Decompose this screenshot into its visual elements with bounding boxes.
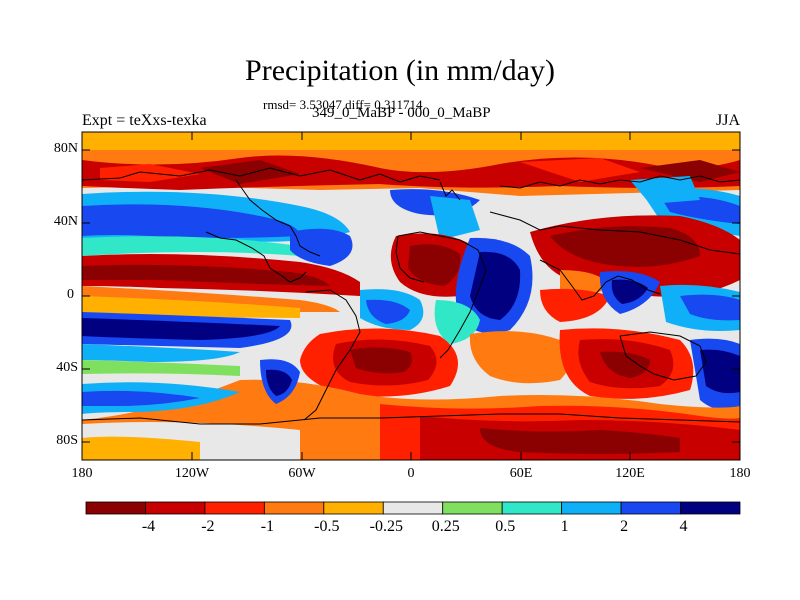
lon-label-180w: 180 [71,466,93,481]
lon-label-120e: 120E [615,466,645,481]
chart-title: Precipitation (in mm/day) [245,54,555,87]
lon-label-120w: 120W [174,466,210,481]
colorbar-swatch [620,501,681,515]
subtitle-text: 349_0_MaBP - 000_0_MaBP [312,105,491,121]
lon-ticks [191,132,631,460]
lat-label-eq: 0 [67,287,74,302]
experiment-label: Expt = teXxs-texka [82,112,207,129]
colorbar-tick-label: -0.5 [314,518,340,535]
stats-text: rmsd= 3.53047 diff= 0.311714 [263,97,423,112]
colorbar-tick-label: -4 [141,518,156,535]
colorbar-swatch [263,501,325,515]
colorbar-tick-label: 2 [620,518,629,535]
colorbar-tick-label: -0.25 [369,518,403,535]
season-label: JJA [716,112,741,129]
colorbar-swatch [85,501,146,515]
colorbar-swatch [204,501,265,515]
colorbar-tick-label: 4 [679,518,688,535]
colorbar-tick-label: -1 [260,518,275,535]
lon-label-60e: 60E [509,466,533,481]
colorbar-swatch [382,501,444,515]
colorbar-swatch [680,501,741,515]
lon-label-180e: 180 [729,466,751,481]
colorbar-swatch [323,501,384,515]
colorbar-tick-label: -2 [201,518,215,535]
colorbar-swatch [501,501,563,515]
colorbar-swatch [442,501,503,515]
lat-ticks [82,149,740,443]
colorbar-tick-label: 1 [560,518,569,535]
lon-label-60w: 60W [288,466,316,481]
lon-label-0: 0 [407,466,415,481]
colorbar-tick-label: 0.25 [431,518,460,535]
colorbar-tick-label: 0.5 [495,518,516,535]
coastlines [82,167,740,425]
colorbar-swatch [145,501,206,515]
lat-label-40s: 40S [56,360,78,375]
colorbar-swatch [561,501,622,515]
lat-label-40n: 40N [53,214,78,229]
lat-label-80s: 80S [56,433,78,448]
lat-label-80n: 80N [53,141,78,156]
colorbar [85,501,741,515]
precipitation-field [82,132,740,460]
